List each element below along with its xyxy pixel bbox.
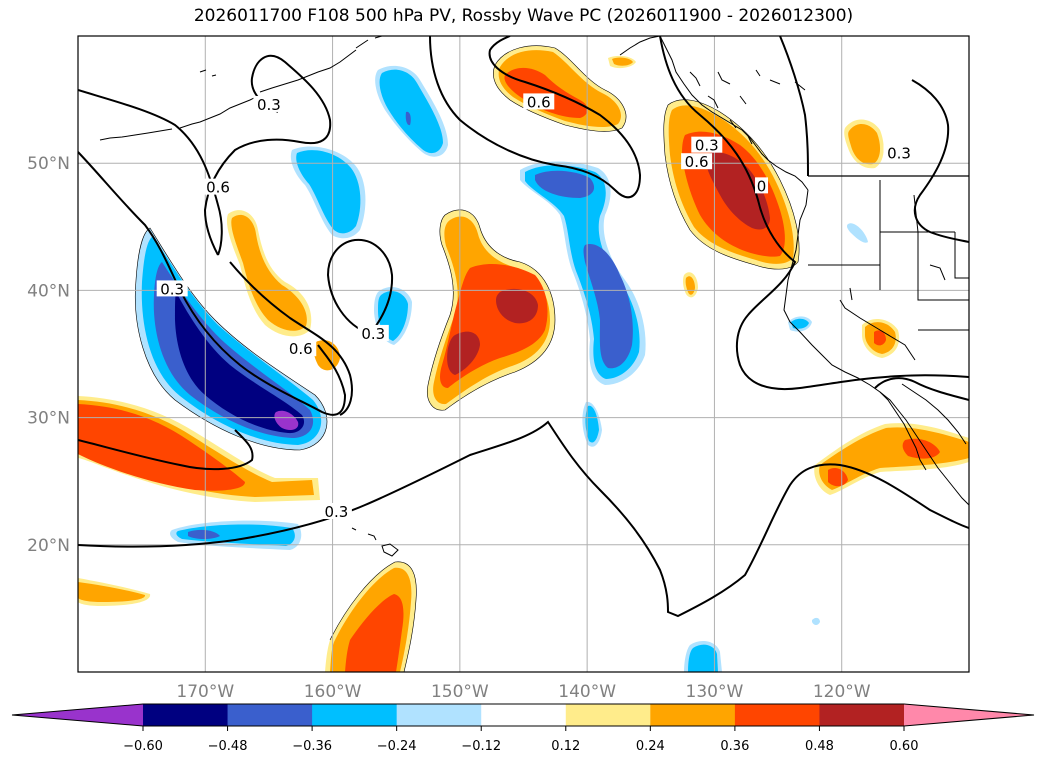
colorbar: −0.60 −0.48 −0.36 −0.24 −0.12 0.12 0.24 0.36 0.4… bbox=[11, 703, 1035, 754]
lon-tick-label: 140°W bbox=[558, 682, 616, 702]
contour-labels: 0.30.60.30.60.30.60.30.30.60.30 bbox=[156, 93, 915, 521]
colorbar-tick-label: 0.48 bbox=[805, 739, 834, 754]
negative-pv-patch-158w bbox=[290, 146, 366, 239]
contour-label-bg bbox=[681, 153, 713, 170]
pv-line-contours bbox=[78, 36, 969, 618]
colorbar-tick-label: −0.60 bbox=[123, 739, 163, 754]
colorbar-tick-label: −0.48 bbox=[208, 739, 248, 754]
colorbar-segment bbox=[227, 704, 313, 726]
contour-label-bg bbox=[691, 136, 723, 153]
positive-pv-patch-far-southwest bbox=[78, 578, 151, 606]
contour-label-bg bbox=[202, 178, 234, 195]
colorbar-tick-label: 0.12 bbox=[551, 739, 580, 754]
lat-tick-label: 50°N bbox=[27, 154, 70, 174]
negative-pv-patch-bottom bbox=[684, 640, 722, 672]
negative-pv-patch-20n bbox=[170, 520, 302, 550]
lon-tick-label: 120°W bbox=[813, 682, 871, 702]
positive-pv-patch-118w-north bbox=[844, 119, 884, 169]
contour-label-bg bbox=[883, 144, 915, 161]
map-plot-area: 0.30.60.30.60.30.60.30.30.60.30 bbox=[78, 36, 969, 672]
contour-label: 0.3 bbox=[324, 503, 348, 521]
contour-label: 0.6 bbox=[685, 153, 709, 171]
colorbar-segment bbox=[312, 704, 398, 726]
negative-pv-patch-155w-north bbox=[375, 65, 448, 157]
axis-tick-labels: 170°W 160°W 150°W 140°W 130°W 120°W 20°N 30°N 40… bbox=[27, 154, 871, 702]
map-frame bbox=[77, 35, 970, 673]
lon-tick-label: 150°W bbox=[431, 682, 489, 702]
lon-tick-label: 170°W bbox=[176, 682, 234, 702]
negative-pv-patch-121w bbox=[788, 316, 812, 332]
colorbar-tick-label: −0.12 bbox=[461, 739, 501, 754]
negative-pv-speck bbox=[812, 617, 820, 625]
lat-tick-label: 30°N bbox=[27, 409, 70, 429]
colorbar-tick-label: −0.36 bbox=[292, 739, 332, 754]
positive-pv-band-southeast bbox=[814, 423, 969, 495]
colorbar-segment bbox=[481, 704, 567, 726]
contour-label-bg bbox=[755, 177, 769, 194]
contour-label: 0.3 bbox=[695, 137, 719, 155]
positive-pv-region-bottom bbox=[325, 561, 417, 672]
contour-label: 0.3 bbox=[257, 96, 281, 114]
colorbar-tick-label: 0.60 bbox=[890, 739, 919, 754]
colorbar-segment bbox=[396, 704, 482, 726]
colorbar-segment bbox=[734, 704, 820, 726]
map-title: 2026011700 F108 500 hPa PV, Rossby Wave … bbox=[193, 6, 854, 26]
positive-pv-patch-117w bbox=[862, 318, 900, 358]
lat-tick-label: 20°N bbox=[27, 536, 70, 556]
colorbar-segment bbox=[143, 704, 229, 726]
contour-label: 0.6 bbox=[289, 340, 313, 358]
lon-tick-label: 160°W bbox=[304, 682, 362, 702]
colorbar-tick-label: 0.24 bbox=[636, 739, 665, 754]
contour-label-bg bbox=[523, 93, 555, 110]
contour-label: 0.6 bbox=[527, 93, 551, 111]
colorbar-extend-min bbox=[12, 704, 143, 726]
colorbar-tick-label: −0.24 bbox=[377, 739, 417, 754]
contour-label-bg bbox=[156, 280, 188, 297]
fill-outlines bbox=[135, 45, 800, 672]
contour-label: 0.3 bbox=[160, 280, 184, 298]
negative-pv-region-140w bbox=[520, 161, 646, 385]
contour-label-bg bbox=[285, 340, 317, 357]
colorbar-segment bbox=[565, 704, 651, 726]
colorbar-extend-max bbox=[904, 704, 1034, 726]
contour-label-bg bbox=[320, 503, 352, 519]
colorbar-segment bbox=[819, 704, 905, 726]
positive-pv-region-central bbox=[427, 209, 555, 411]
lon-tick-label: 130°W bbox=[686, 682, 744, 702]
contour-label-bg bbox=[357, 324, 389, 341]
contour-label: 0.6 bbox=[206, 179, 230, 197]
colorbar-tick-label: 0.36 bbox=[720, 739, 749, 754]
colorbar-segment bbox=[650, 704, 736, 726]
contour-label: 0.3 bbox=[361, 325, 385, 343]
contour-label: 0.3 bbox=[887, 144, 911, 162]
contour-label-bg bbox=[253, 95, 285, 112]
contour-label: 0 bbox=[757, 177, 767, 195]
negative-pv-patch-121w-north bbox=[846, 223, 868, 243]
lat-tick-label: 40°N bbox=[27, 281, 70, 301]
